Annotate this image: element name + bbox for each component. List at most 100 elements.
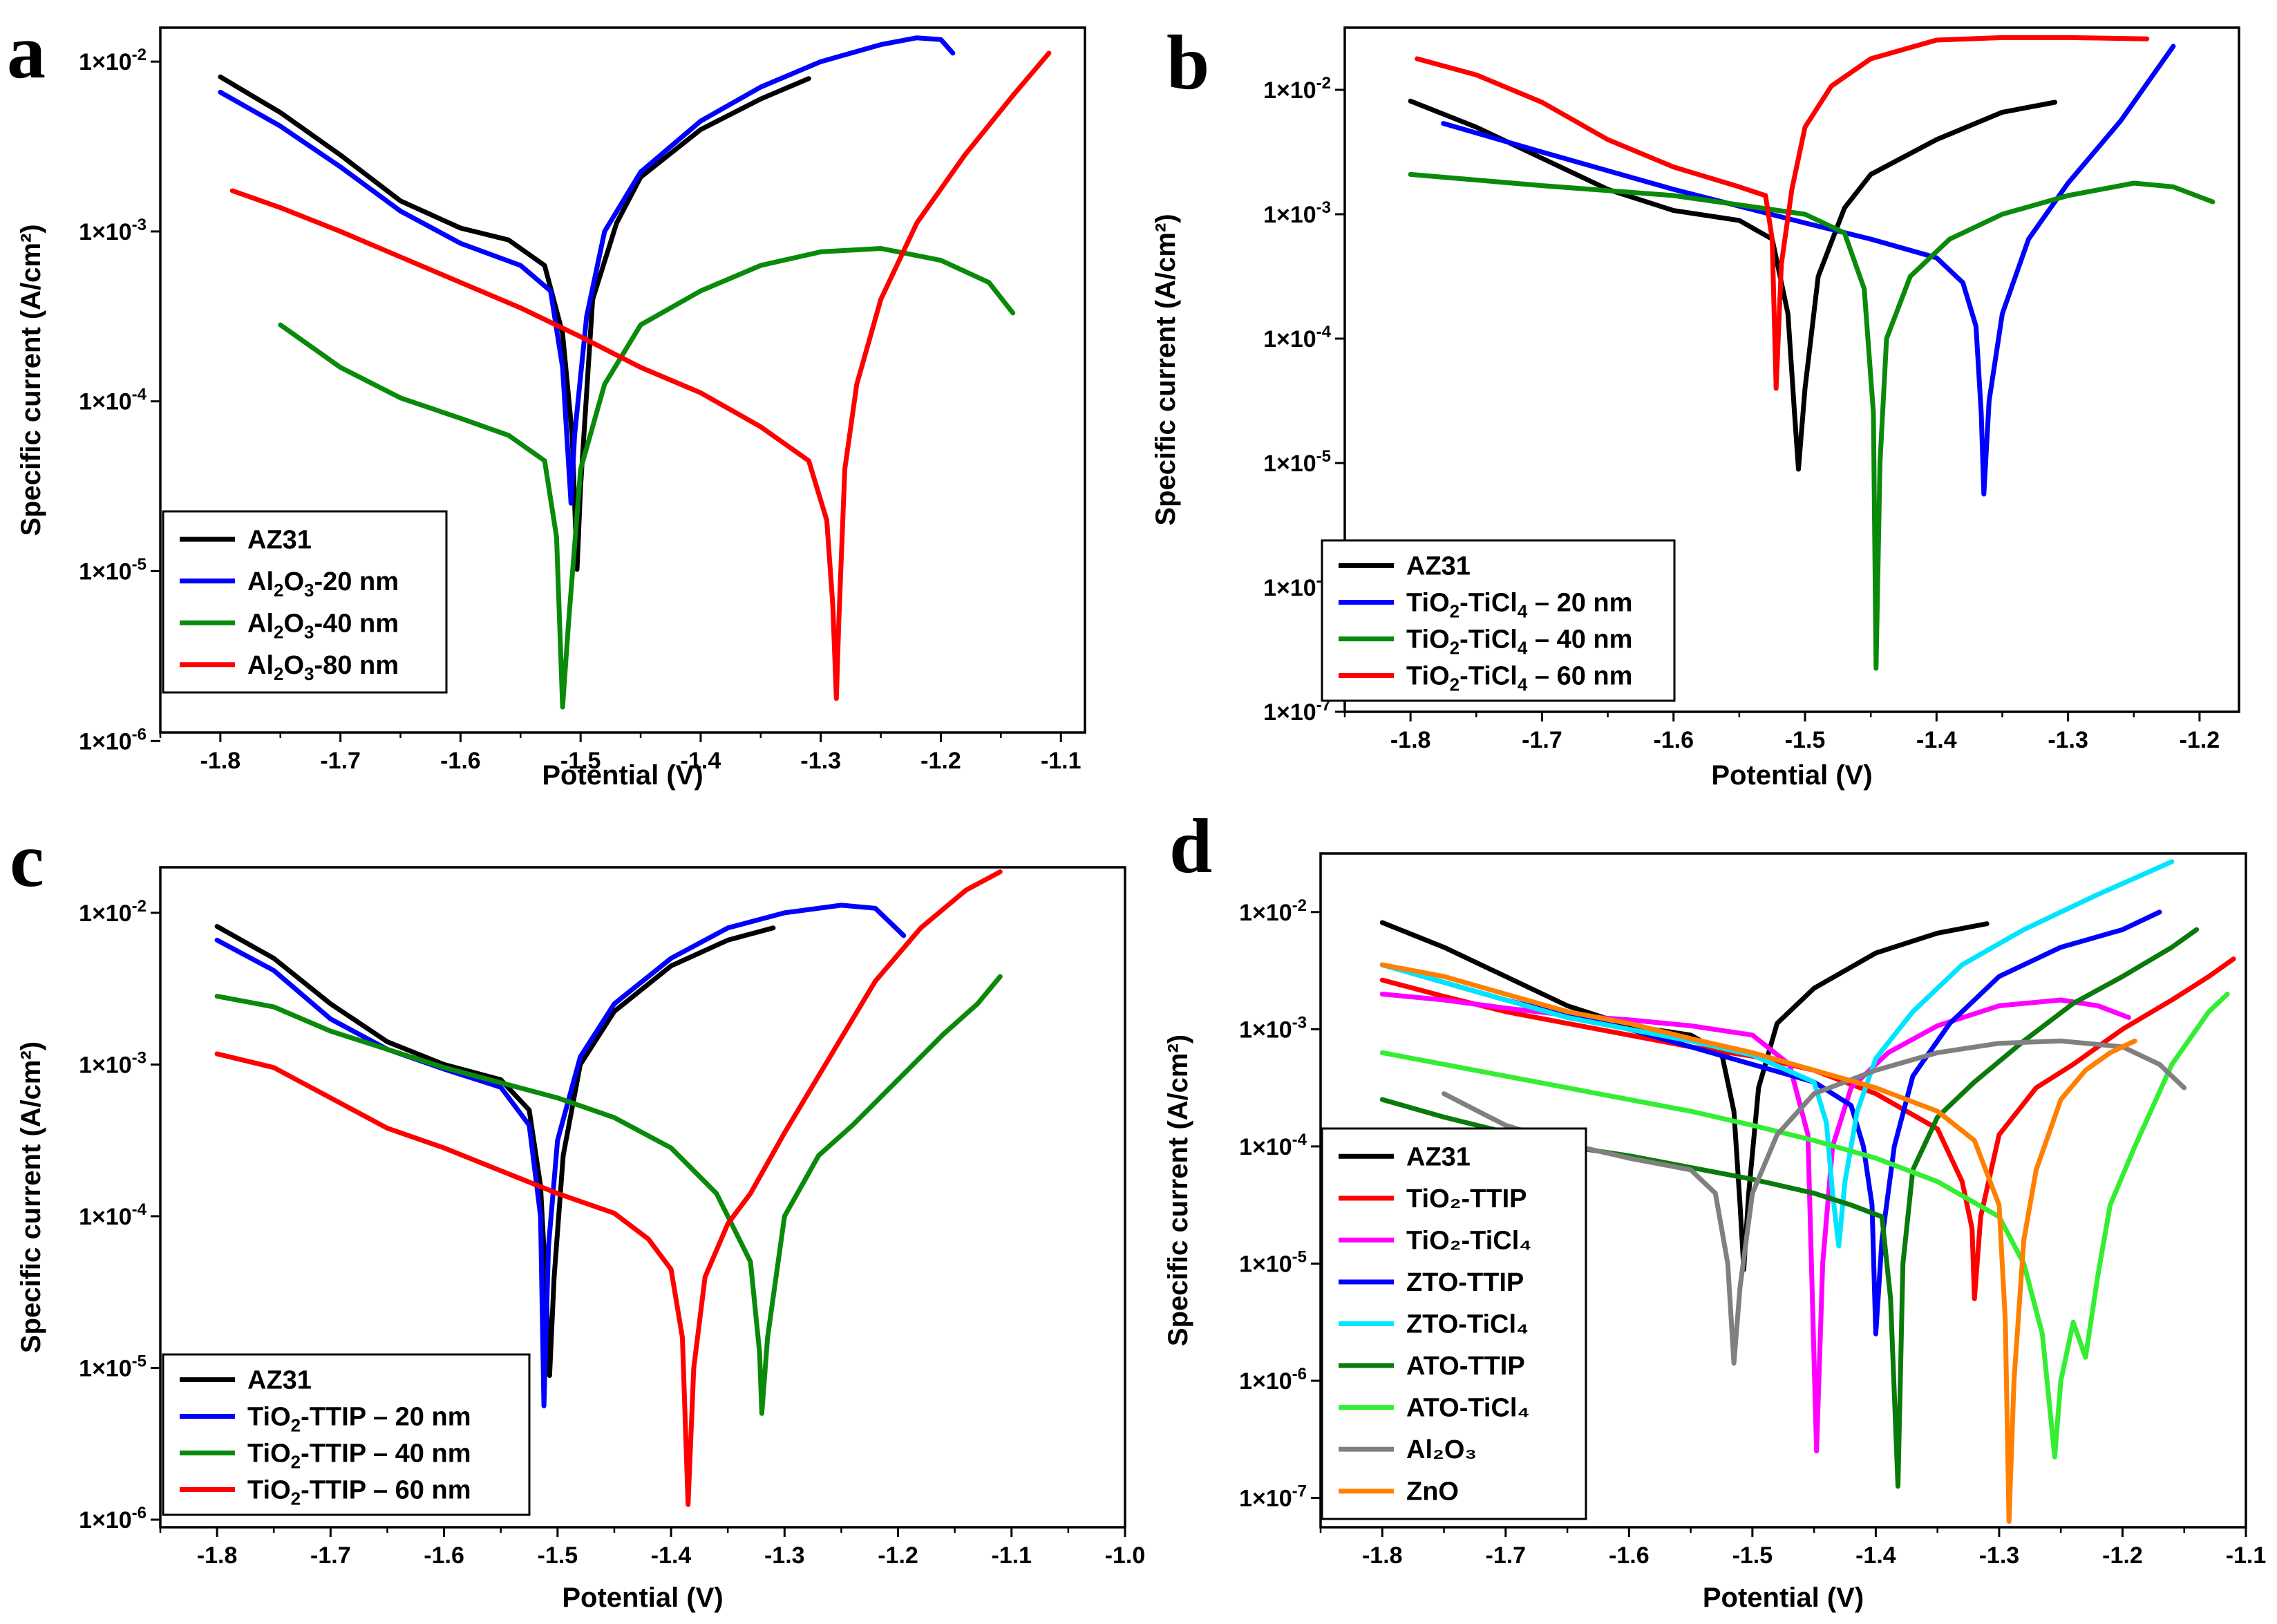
x-tick-label: -1.7 — [1522, 727, 1562, 753]
series-line-2 — [278, 246, 1016, 710]
legend-label-0: AZ31 — [247, 525, 312, 554]
legend-label-2: TiO₂-TiCl₄ — [1406, 1226, 1531, 1255]
y-tick-label: 1×10-6 — [79, 1504, 147, 1533]
y-axis-title: Specific current (A/cm²) — [16, 1041, 46, 1353]
x-tick-label: -1.3 — [1979, 1542, 2020, 1569]
panel-letter-d: d — [1169, 804, 1212, 889]
axes-frame — [159, 26, 1086, 734]
series-line-2 — [214, 974, 1003, 1416]
y-tick-label: 1×10-5 — [79, 1352, 147, 1381]
y-tick-label: 1×10-4 — [1239, 1131, 1307, 1160]
series-line-0 — [1379, 920, 1990, 1272]
y-tick-label: 1×10-3 — [79, 1048, 147, 1078]
y-tick-label: 1×10-4 — [79, 386, 147, 415]
series-line-3 — [214, 869, 1003, 1507]
y-tick-label: 1×10-2 — [79, 897, 147, 927]
legend-label-3: TiO2-TiCl4 – 60 nm — [1406, 662, 1632, 695]
x-tick-label: -1.8 — [197, 1542, 238, 1569]
y-axis-title: Specific current (A/cm²) — [1151, 214, 1181, 525]
panel-a: a -1.8 -1.7 -1.6 -1.5 -1.4 -1.3 -1.2 -1.1 1×10-6… — [7, 9, 1086, 791]
series-line-8 — [1379, 962, 2137, 1524]
plot-d: -1.8 -1.7 -1.6 -1.5 -1.4 -1.3 -1.2 -1.1 1×10-7 1×… — [1163, 852, 2267, 1613]
x-tick-label: -1.7 — [320, 748, 361, 774]
legend-label-6: ATO-TiCl₄ — [1406, 1394, 1530, 1423]
plot-b: -1.8 -1.7 -1.6 -1.5 -1.4 -1.3 -1.2 1×10-7 1×10-6… — [1151, 26, 2240, 791]
y-tick-label: 1×10-7 — [1239, 1482, 1307, 1512]
x-tick-label: -1.0 — [1105, 1542, 1146, 1569]
y-axis-title: Specific current (A/cm²) — [1163, 1035, 1193, 1346]
x-tick-label: -1.4 — [1916, 727, 1957, 753]
panel-letter-b: b — [1166, 20, 1209, 106]
legend-label-4: ZTO-TiCl₄ — [1406, 1310, 1529, 1339]
y-tick-label: 1×10-4 — [1263, 323, 1332, 352]
x-tick-label: -1.6 — [1653, 727, 1694, 753]
axes-frame — [1343, 26, 2240, 713]
x-tick-label: -1.7 — [1486, 1542, 1527, 1569]
panel-letter-a: a — [7, 9, 46, 95]
y-tick-label: 1×10-3 — [1263, 198, 1331, 228]
plot-c: -1.8 -1.7 -1.6 -1.5 -1.4 -1.3 -1.2 -1.1 -1.0 1×10… — [16, 866, 1146, 1613]
x-axis-title: Potential (V) — [542, 760, 703, 791]
x-tick-label: -1.6 — [1609, 1542, 1650, 1569]
series-line-1 — [214, 903, 907, 1408]
legend-label-1: Al2O3-20 nm — [247, 567, 399, 601]
x-tick-label: -1.7 — [310, 1542, 351, 1569]
panel-d: d -1.8 -1.7 -1.6 -1.5 -1.4 -1.3 -1.2 -1.1 1×10-7… — [1163, 804, 2266, 1613]
panel-b: b -1.8 -1.7 -1.6 -1.5 -1.4 -1.3 -1.2 1×10-7 1×10… — [1151, 20, 2240, 791]
panel-letter-c: c — [10, 818, 44, 903]
x-tick-label: -1.6 — [424, 1542, 464, 1569]
x-axis-title: Potential (V) — [1703, 1583, 1864, 1613]
y-tick-label: 1×10-6 — [1263, 572, 1331, 601]
x-tick-label: -1.1 — [1041, 748, 1081, 774]
x-tick-label: -1.8 — [200, 748, 241, 774]
legend-label-3: Al2O3-80 nm — [247, 651, 399, 684]
y-tick-label: 1×10-5 — [1239, 1247, 1307, 1277]
legend-label-3: ZTO-TTIP — [1406, 1268, 1524, 1297]
legend-label-3: TiO2-TTIP – 60 nm — [247, 1476, 471, 1509]
x-tick-label: -1.4 — [1855, 1542, 1896, 1569]
series-line-3 — [229, 50, 1052, 701]
x-tick-label: -1.5 — [560, 748, 601, 774]
y-tick-label: 1×10-2 — [1263, 74, 1331, 104]
series-group — [214, 869, 1003, 1507]
y-tick-label: 1×10-7 — [1263, 696, 1331, 726]
x-tick-label: -1.8 — [1362, 1542, 1403, 1569]
legend-label-2: Al2O3-40 nm — [247, 609, 399, 642]
legend-label-0: AZ31 — [1406, 1142, 1471, 1171]
y-tick-label: 1×10-3 — [79, 216, 147, 245]
x-tick-label: -1.2 — [2180, 727, 2220, 753]
x-tick-label: -1.6 — [440, 748, 481, 774]
legend-label-7: Al₂O₃ — [1406, 1435, 1477, 1464]
legend-label-2: TiO2-TTIP – 40 nm — [247, 1439, 471, 1473]
x-tick-label: -1.5 — [538, 1542, 578, 1569]
x-tick-label: -1.8 — [1390, 727, 1431, 753]
legend-label-8: ZnO — [1406, 1477, 1459, 1507]
x-tick-label: -1.1 — [2226, 1542, 2267, 1569]
x-tick-label: -1.1 — [991, 1542, 1032, 1569]
axes-frame — [1319, 852, 2247, 1529]
x-tick-label: -1.2 — [878, 1542, 918, 1569]
series-line-7 — [1442, 1038, 2187, 1366]
legend-label-1: TiO2-TiCl4 – 20 nm — [1406, 589, 1632, 622]
series-line-1 — [218, 35, 956, 506]
legend-label-1: TiO₂-TTIP — [1406, 1184, 1527, 1214]
axes-frame — [159, 866, 1126, 1529]
y-tick-label: 1×10-5 — [79, 556, 147, 585]
x-tick-label: -1.5 — [1785, 727, 1826, 753]
series-line-2 — [1408, 171, 2215, 671]
series-line-4 — [1379, 859, 2175, 1249]
series-group — [1379, 859, 2236, 1524]
series-line-1 — [1379, 956, 2236, 1301]
y-tick-label: 1×10-6 — [1239, 1365, 1307, 1395]
series-group — [218, 35, 1052, 710]
legend-label-0: AZ31 — [247, 1366, 312, 1395]
series-line-0 — [1408, 98, 2058, 472]
x-tick-label: -1.3 — [2048, 727, 2088, 753]
series-group — [1408, 35, 2215, 671]
x-tick-label: -1.3 — [800, 748, 841, 774]
y-axis-title: Specific current (A/cm²) — [16, 224, 46, 536]
series-line-3 — [1415, 35, 2150, 391]
